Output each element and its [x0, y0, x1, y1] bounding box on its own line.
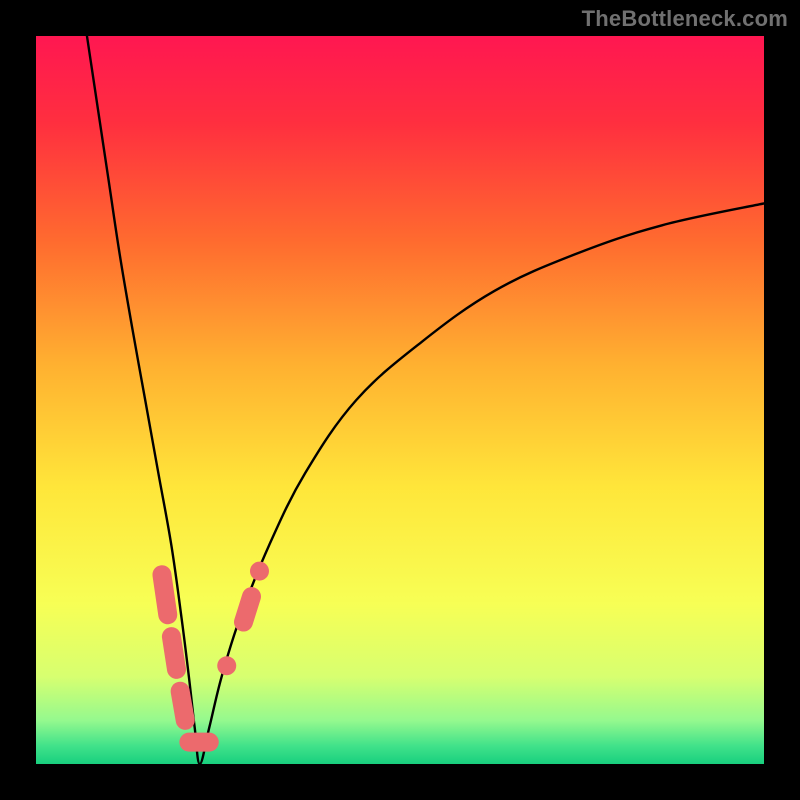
data-marker-dot: [250, 562, 269, 581]
data-marker-pill: [171, 637, 176, 670]
data-marker-pill: [243, 597, 251, 622]
bottleneck-chart: [0, 0, 800, 800]
data-marker-pill: [180, 691, 185, 720]
watermark-text: TheBottleneck.com: [582, 6, 788, 32]
data-marker-pill: [162, 575, 168, 615]
chart-container: TheBottleneck.com: [0, 0, 800, 800]
data-marker-dot: [217, 656, 236, 675]
